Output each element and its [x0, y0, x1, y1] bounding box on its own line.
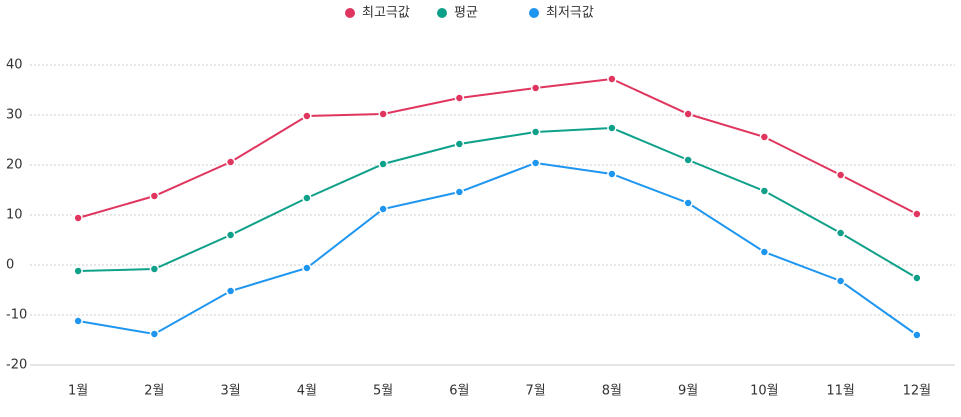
x-tick-label: 2월: [144, 384, 164, 399]
data-point: [835, 170, 846, 180]
data-point: [759, 186, 770, 196]
data-point: [225, 286, 236, 296]
legend-label: 최고극값: [362, 6, 410, 21]
data-point: [149, 329, 160, 339]
data-point: [759, 247, 770, 257]
x-tick-label: 7월: [526, 384, 546, 399]
data-point: [530, 158, 541, 168]
x-tick-label: 9월: [678, 384, 698, 399]
data-point: [73, 213, 83, 223]
x-tick-label: 10월: [750, 384, 779, 399]
series-line: [77, 161, 918, 336]
data-point: [835, 276, 846, 286]
data-point: [73, 316, 83, 326]
x-tick-label: 6월: [449, 384, 469, 399]
data-point: [302, 193, 312, 203]
data-point: [835, 228, 846, 238]
legend-marker: [437, 8, 447, 18]
x-tick-label: 1월: [68, 384, 88, 399]
legend-marker: [529, 8, 539, 18]
x-tick-label: 4월: [297, 384, 317, 399]
data-point: [454, 187, 465, 197]
data-point: [454, 139, 465, 149]
data-point: [302, 263, 312, 273]
y-tick-label: 40: [6, 58, 23, 73]
data-point: [607, 123, 617, 133]
data-point: [912, 209, 922, 219]
data-point: [149, 191, 160, 201]
legend-item[interactable]: 최저극값: [529, 6, 594, 21]
data-point: [607, 169, 617, 179]
data-point: [378, 159, 388, 169]
data-point: [912, 330, 922, 340]
data-point: [454, 93, 465, 103]
data-point: [912, 273, 922, 283]
x-tick-label: 3월: [221, 384, 241, 399]
series-line: [77, 77, 918, 219]
y-tick-label: 20: [6, 158, 23, 173]
data-point: [683, 109, 693, 119]
data-point: [378, 109, 388, 119]
legend-item[interactable]: 평균: [437, 6, 478, 21]
data-point: [149, 264, 160, 274]
x-tick-label: 5월: [373, 384, 393, 399]
legend-marker: [345, 8, 355, 18]
legend-label: 평균: [454, 6, 478, 21]
y-tick-label: 0: [6, 258, 14, 273]
data-point: [683, 155, 693, 165]
data-point: [530, 83, 541, 93]
data-point: [759, 132, 770, 142]
data-point: [73, 266, 83, 276]
legend-label: 최저극값: [546, 6, 594, 21]
y-tick-label: 10: [6, 208, 23, 223]
y-tick-label: -20: [6, 358, 27, 373]
data-point: [225, 230, 236, 240]
data-point: [683, 198, 693, 208]
series-line: [78, 126, 918, 279]
data-point: [225, 157, 236, 167]
data-point: [607, 74, 617, 84]
legend-item[interactable]: 최고극값: [345, 6, 410, 21]
x-tick-label: 12월: [903, 384, 932, 399]
x-tick-label: 8월: [602, 384, 622, 399]
data-point: [378, 204, 388, 214]
y-tick-label: -10: [6, 308, 27, 323]
data-point: [530, 127, 541, 137]
y-tick-label: 30: [6, 108, 23, 123]
x-tick-label: 11월: [826, 384, 855, 399]
data-point: [302, 111, 312, 121]
